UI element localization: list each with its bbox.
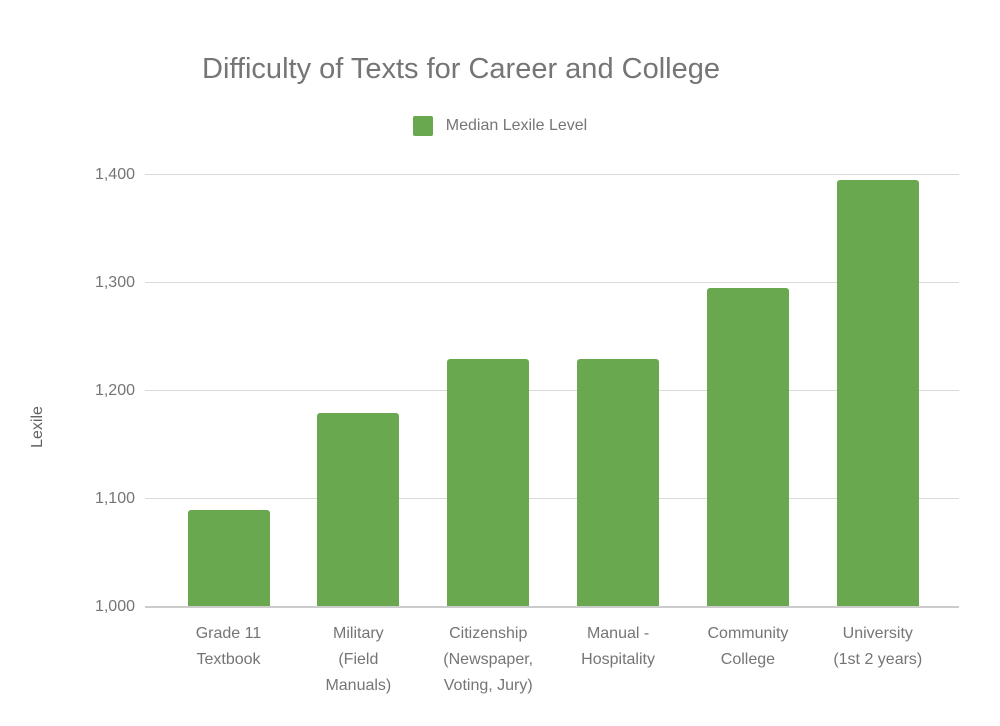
y-tick-label: 1,000 [94, 598, 135, 615]
category-label: University (1st 2 years) [833, 625, 923, 668]
bar-manual-hospitality [577, 358, 660, 607]
gridline [145, 282, 959, 283]
chart-title: Difficulty of Texts for Career and Colle… [202, 53, 720, 85]
y-axis-title: Lexile [29, 406, 46, 448]
category-label: Citizenship (Newspaper, Voting, Jury) [443, 625, 534, 694]
y-tick-label: 1,400 [94, 166, 135, 183]
y-tick-label: 1,300 [94, 274, 135, 291]
bar-grade-11-textbook [187, 509, 270, 607]
category-label: Community College [707, 625, 789, 668]
legend-color-swatch [412, 116, 433, 136]
plot-area [145, 174, 959, 608]
y-tick-label: 1,200 [94, 382, 135, 399]
bar-university-1st-2-years [836, 180, 919, 607]
y-tick-label: 1,100 [94, 490, 135, 507]
gridline [145, 498, 959, 499]
legend: Median Lexile Level [0, 116, 1000, 136]
gridline [145, 390, 959, 391]
category-label: Manual - Hospitality [581, 625, 655, 668]
category-label: Military (Field Manuals) [325, 625, 392, 694]
bar-community-college [706, 288, 789, 607]
bar-citizenship-newspaper-voting-jury [447, 358, 530, 607]
category-label: Grade 11 Textbook [195, 625, 262, 668]
x-axis-baseline [145, 606, 959, 608]
bar-military-field-manuals [317, 412, 400, 607]
gridline [145, 174, 959, 175]
legend-label: Median Lexile Level [445, 117, 588, 134]
